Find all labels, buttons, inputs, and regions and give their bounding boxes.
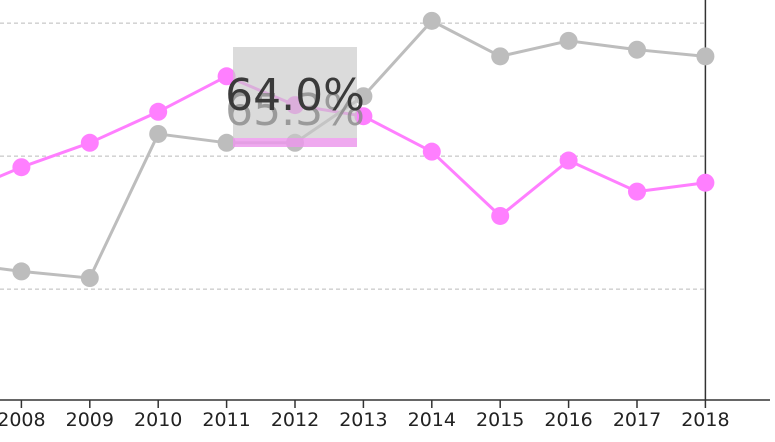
data-point [559, 151, 578, 170]
data-point [80, 269, 99, 288]
x-axis-ticks: 2008 2009 2010 2011 2012 2013 2014 2015 2016 2017… [0, 400, 730, 431]
data-point [696, 47, 715, 66]
series-2 [0, 11, 715, 288]
tooltip: 65.3%64.0% [225, 47, 365, 147]
x-tick-label: 2013 [339, 409, 387, 431]
data-point [628, 40, 646, 59]
x-tick-label: 2016 [544, 409, 592, 431]
data-point [354, 87, 373, 106]
data-point [491, 206, 510, 225]
x-tick-label: 2010 [134, 409, 182, 431]
x-tick-label: 2015 [476, 409, 524, 431]
x-tick-label: 2011 [202, 409, 250, 431]
x-tick-label: 2017 [613, 409, 661, 431]
x-tick-label: 2008 [0, 409, 46, 431]
data-point [149, 124, 168, 143]
tooltip-box [233, 47, 357, 147]
x-tick-label: 2012 [271, 409, 319, 431]
x-tick-label: 2014 [408, 409, 456, 431]
data-point [12, 262, 31, 281]
data-point [149, 102, 168, 121]
data-point [696, 173, 715, 192]
data-point [559, 31, 578, 50]
data-point [12, 158, 31, 177]
data-point [628, 182, 646, 201]
tooltip-value-2: 64.0% [225, 70, 365, 121]
data-point [422, 11, 441, 30]
x-tick-label: 2018 [681, 409, 729, 431]
data-point [217, 67, 236, 86]
tooltip-accent [233, 138, 357, 147]
data-point [354, 107, 373, 126]
data-point [217, 133, 236, 152]
tooltip-value-1: 65.3% [225, 85, 365, 136]
data-point [422, 142, 441, 161]
x-tick-label: 2009 [66, 409, 114, 431]
data-point [491, 47, 510, 66]
data-point [80, 133, 99, 152]
gridlines [0, 22, 706, 290]
series-group [0, 11, 715, 288]
